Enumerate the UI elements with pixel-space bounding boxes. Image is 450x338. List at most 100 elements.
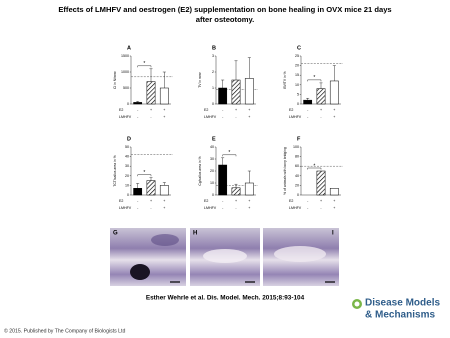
row-sign: + xyxy=(248,199,250,203)
panel-label: F xyxy=(297,136,301,142)
error-bar xyxy=(234,60,238,80)
significance-label: * xyxy=(228,150,230,156)
row-sign: + xyxy=(248,108,250,112)
histology-detail xyxy=(203,249,247,263)
bar xyxy=(159,185,169,196)
bar xyxy=(133,102,143,105)
row-sign: - xyxy=(222,108,224,112)
error-bar xyxy=(221,79,225,88)
y-tick-label: 60 xyxy=(295,164,299,168)
row-sign: + xyxy=(163,206,165,210)
row-sign: + xyxy=(333,199,335,203)
row-sign: + xyxy=(235,199,237,203)
y-tick-label: 0 xyxy=(297,193,299,197)
row-sign: - xyxy=(320,115,322,119)
row-sign: + xyxy=(163,108,165,112)
logo: Disease Models & Mechanisms xyxy=(352,298,440,321)
panel-label: C xyxy=(297,45,301,51)
bar xyxy=(244,78,254,105)
row-sign: - xyxy=(235,115,237,119)
panel-label: I xyxy=(332,231,334,237)
error-bar xyxy=(319,82,323,89)
y-axis-label: TV in mm³ xyxy=(198,71,202,88)
error-bar xyxy=(136,101,140,103)
bar xyxy=(146,81,156,105)
y-tick-label: 3 xyxy=(212,54,214,58)
y-tick-label: 20 xyxy=(295,183,299,187)
significance-bracket xyxy=(137,65,152,68)
y-tick-label: 1 xyxy=(212,86,214,90)
row-sign: + xyxy=(163,115,165,119)
y-axis-label: BV/TV in % xyxy=(283,71,287,88)
bar xyxy=(329,80,339,105)
bar xyxy=(146,180,156,196)
y-tick-label: 0 xyxy=(212,102,214,106)
row-label: E2 xyxy=(119,108,123,112)
y-tick-label: 0 xyxy=(212,193,214,197)
row-label: E2 xyxy=(204,199,208,203)
chart-panel: A Cl in N/mm² 0 500 1000 1500 E2 - + + LMHFV - - + * xyxy=(113,45,173,119)
error-bar xyxy=(247,57,251,79)
row-sign: - xyxy=(320,206,322,210)
error-bar xyxy=(149,68,153,82)
significance-bracket xyxy=(137,174,152,177)
y-tick-label: 15 xyxy=(295,73,299,77)
error-bar xyxy=(247,170,251,183)
row-sign: + xyxy=(333,206,335,210)
y-tick-label: 0 xyxy=(297,102,299,106)
bar xyxy=(218,164,228,196)
row-sign: + xyxy=(320,108,322,112)
row-sign: - xyxy=(137,115,139,119)
bar xyxy=(133,188,143,196)
row-sign: - xyxy=(222,115,224,119)
significance-label: * xyxy=(143,170,145,176)
y-tick-label: 10 xyxy=(125,183,129,187)
row-sign: + xyxy=(320,199,322,203)
row-sign: - xyxy=(235,206,237,210)
row-sign: - xyxy=(222,206,224,210)
significance-label: * xyxy=(313,163,315,169)
y-tick-label: 50 xyxy=(125,145,129,149)
y-tick-label: 40 xyxy=(210,145,214,149)
title: Effects of LMHFV and oestrogen (E2) supp… xyxy=(58,5,391,14)
chart-panel: B TV in mm³ 0 1 2 3 E2 - + + LMHFV - - + xyxy=(198,45,258,119)
row-sign: + xyxy=(150,108,152,112)
caption: Esther Wehrle et al. Dis. Model. Mech. 2… xyxy=(146,295,305,302)
significance-bracket xyxy=(222,154,237,157)
y-axis-label: Cl in N/mm² xyxy=(113,70,117,89)
row-sign: + xyxy=(163,199,165,203)
row-sign: + xyxy=(150,199,152,203)
panel-label: B xyxy=(212,45,216,51)
row-sign: + xyxy=(248,115,250,119)
y-tick-label: 1500 xyxy=(121,54,129,58)
panel-label: A xyxy=(127,45,131,51)
y-axis-label: Cg/callus area in % xyxy=(198,156,202,185)
y-tick-label: 0 xyxy=(127,193,129,197)
y-tick-label: 30 xyxy=(210,157,214,161)
y-tick-label: 20 xyxy=(125,174,129,178)
row-sign: + xyxy=(248,206,250,210)
error-bar xyxy=(162,182,166,186)
significance-bracket xyxy=(307,79,322,82)
error-bar xyxy=(306,98,310,101)
logo-icon xyxy=(354,301,360,307)
error-bar xyxy=(221,157,225,165)
bar xyxy=(231,187,241,196)
y-tick-label: 30 xyxy=(125,164,129,168)
y-axis-label: TCT/callus area in % xyxy=(113,155,117,186)
y-tick-label: 10 xyxy=(295,83,299,87)
footer: © 2015. Published by The Company of Biol… xyxy=(4,327,125,334)
row-sign: + xyxy=(333,108,335,112)
row-label: LMHFV xyxy=(289,206,302,210)
bar xyxy=(159,87,169,105)
chart-panel: C BV/TV in % 0 5 10 15 20 25 E2 - + + LMHFV - - + * xyxy=(283,45,343,119)
row-sign: - xyxy=(307,199,309,203)
y-tick-label: 500 xyxy=(123,86,129,90)
y-tick-label: 100 xyxy=(293,145,299,149)
row-sign: - xyxy=(222,199,224,203)
significance-label: * xyxy=(313,75,315,81)
y-tick-label: 20 xyxy=(210,169,214,173)
y-tick-label: 5 xyxy=(297,92,299,96)
panel-label: H xyxy=(193,231,197,237)
